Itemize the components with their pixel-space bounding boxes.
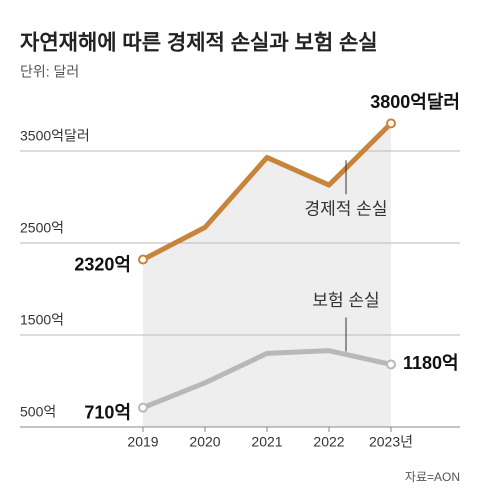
y-tick-label: 500억 [20, 404, 56, 420]
value-label: 710억 [84, 402, 131, 422]
series-line [141, 121, 393, 262]
point-marker [138, 254, 148, 265]
x-tick-label: 2019 [127, 434, 158, 450]
point-marker [138, 402, 148, 413]
x-tick-label: 2021 [251, 434, 282, 450]
x-tick-label: 2022 [313, 434, 344, 450]
x-tick-label: 2020 [189, 434, 220, 450]
value-label: 2320억 [74, 254, 131, 274]
source: 자료=AON [405, 470, 460, 484]
x-tick-label: 2023년 [369, 434, 413, 450]
y-tick-label: 1500억 [20, 312, 64, 328]
point-marker [386, 118, 396, 129]
value-label: 1180억 [403, 353, 459, 373]
series-name: 경제적 손실 [305, 200, 388, 219]
area [143, 123, 391, 428]
series-name: 보험 손실 [312, 291, 379, 310]
series-line [142, 348, 392, 411]
point-marker [386, 359, 396, 370]
value-label: 3800억달러 [370, 92, 460, 112]
chart-subtitle: 단위: 달러 [20, 64, 79, 80]
y-tick-label: 2500억 [20, 220, 64, 236]
chart-title: 자연재해에 따른 경제적 손실과 보험 손실 [20, 32, 378, 55]
y-tick-label: 3500억달러 [20, 128, 90, 144]
